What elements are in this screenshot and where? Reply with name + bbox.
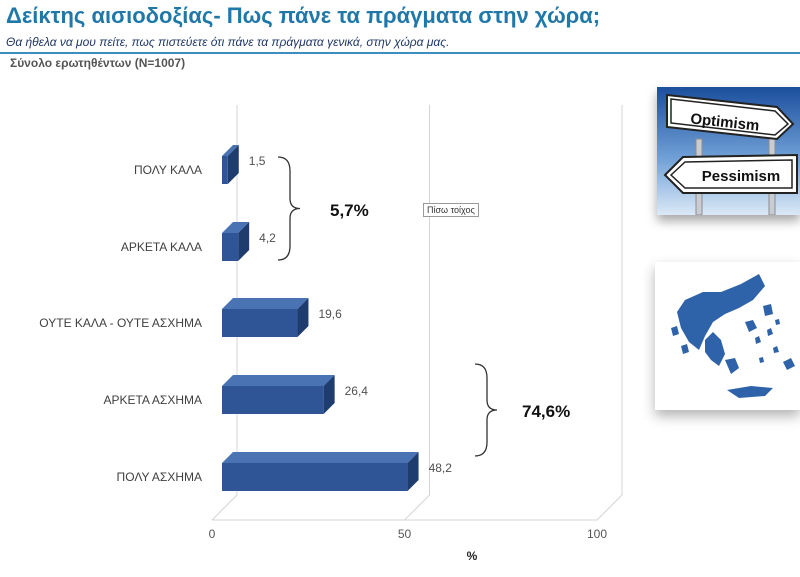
group-brace (474, 363, 498, 457)
bar (222, 375, 335, 414)
bar-top (222, 222, 250, 233)
value-label: 1,5 (249, 154, 266, 168)
grid-floor-line (596, 494, 623, 521)
greece-map-icon (655, 262, 800, 410)
category-label: ΑΡΚΕΤΑ ΑΣΧΗΜΑ (103, 393, 202, 407)
bar (222, 298, 309, 337)
bar-side (297, 298, 309, 337)
bar (222, 145, 239, 184)
group-brace (277, 156, 301, 261)
grid-floor-line (404, 494, 430, 521)
category-label: ΑΡΚΕΤΑ ΚΑΛΑ (121, 240, 202, 254)
bar-top (222, 452, 419, 463)
group-total-label: 5,7% (330, 201, 369, 220)
bar-side (227, 145, 239, 184)
bar-front (222, 156, 228, 184)
value-label: 19,6 (318, 307, 342, 321)
bar-side (407, 452, 419, 491)
groups-layer: 5,7% 74,6% (277, 156, 570, 457)
x-tick-label: 100 (587, 527, 607, 541)
category-label: ΠΟΛΥ ΑΣΧΗΜΑ (117, 470, 202, 484)
grid-floor-line (211, 494, 238, 521)
direction-signs-icon: Optimism Pessimism (657, 87, 800, 215)
labels-layer: 0 50 100% ΠΟΛΥ ΚΑΛΑ 1,5 ΑΡΚΕΤΑ ΚΑΛΑ 4,2 ΟΥΤΕ ΚΑ… (39, 154, 607, 563)
bar (222, 452, 419, 491)
bar-front (222, 463, 408, 491)
value-label: 4,2 (259, 231, 276, 245)
x-tick-label: 0 (209, 527, 216, 541)
sign-pessimism-text: Pessimism (702, 168, 780, 185)
value-label: 48,2 (429, 461, 453, 475)
category-label: ΟΥΤΕ ΚΑΛΑ - ΟΥΤΕ ΑΣΧΗΜΑ (39, 316, 202, 330)
group-total-label: 74,6% (522, 402, 570, 421)
bar-top (222, 145, 239, 156)
bar (222, 222, 250, 261)
bar-top (222, 375, 335, 386)
bar-side (323, 375, 335, 414)
value-label: 26,4 (345, 384, 369, 398)
header-divider (0, 52, 800, 54)
back-wall-tooltip: Πίσω τοίχος (423, 203, 479, 217)
bars-layer (222, 145, 419, 491)
bar-side (238, 222, 250, 261)
x-axis-label: % (467, 549, 478, 563)
question-text: Θα ήθελα να μου πείτε, πως πιστεύετε ότι… (6, 35, 450, 49)
bar-front (222, 386, 324, 414)
x-tick-label: 50 (398, 527, 412, 541)
bar-front (222, 233, 239, 261)
page-title: Δείκτης αισιοδοξίας- Πως πάνε τα πράγματ… (6, 3, 601, 28)
category-label: ΠΟΛΥ ΚΑΛΑ (134, 163, 202, 177)
sample-base: Σύνολο ερωτηθέντων (N=1007) (10, 56, 186, 70)
bar-top (222, 298, 309, 309)
bar-front (222, 309, 298, 337)
